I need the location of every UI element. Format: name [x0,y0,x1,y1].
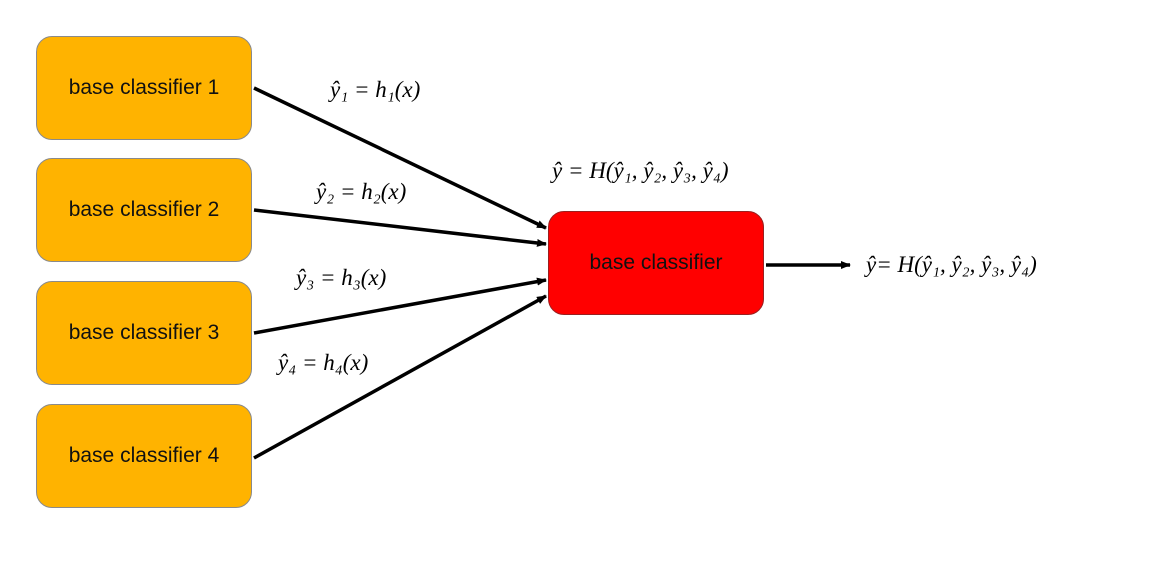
equation-h1: ŷ₁ = h₁(x) [330,77,421,102]
equation-h3: ŷ₃ = h₃(x) [296,265,387,290]
base-classifier-4-box: base classifier 4 [36,404,252,508]
combiner-classifier-box: base classifier [548,211,764,315]
equation-output: ŷ= H(ŷ₁, ŷ₂, ŷ₃, ŷ₄) [866,252,1037,277]
arrow-classifier-2-to-combiner [253,208,547,247]
arrow-classifier-4-to-combiner [253,294,547,460]
equation-combined: ŷ = H(ŷ₁, ŷ₂, ŷ₃, ŷ₄) [552,158,729,183]
base-classifier-1-box: base classifier 1 [36,36,252,140]
equation-h2: ŷ₂ = h₂(x) [316,179,407,204]
base-classifier-4-label: base classifier 4 [68,444,220,467]
base-classifier-3-label: base classifier 3 [68,321,220,344]
equation-h4: ŷ₄ = h₄(x) [278,350,369,375]
combiner-classifier-label: base classifier [589,251,723,274]
base-classifier-1-label: base classifier 1 [68,76,220,99]
base-classifier-3-box: base classifier 3 [36,281,252,385]
base-classifier-2-box: base classifier 2 [36,158,252,262]
base-classifier-2-label: base classifier 2 [68,198,220,221]
arrow-classifier-1-to-combiner [253,86,547,230]
arrow-classifier-3-to-combiner [253,277,547,335]
